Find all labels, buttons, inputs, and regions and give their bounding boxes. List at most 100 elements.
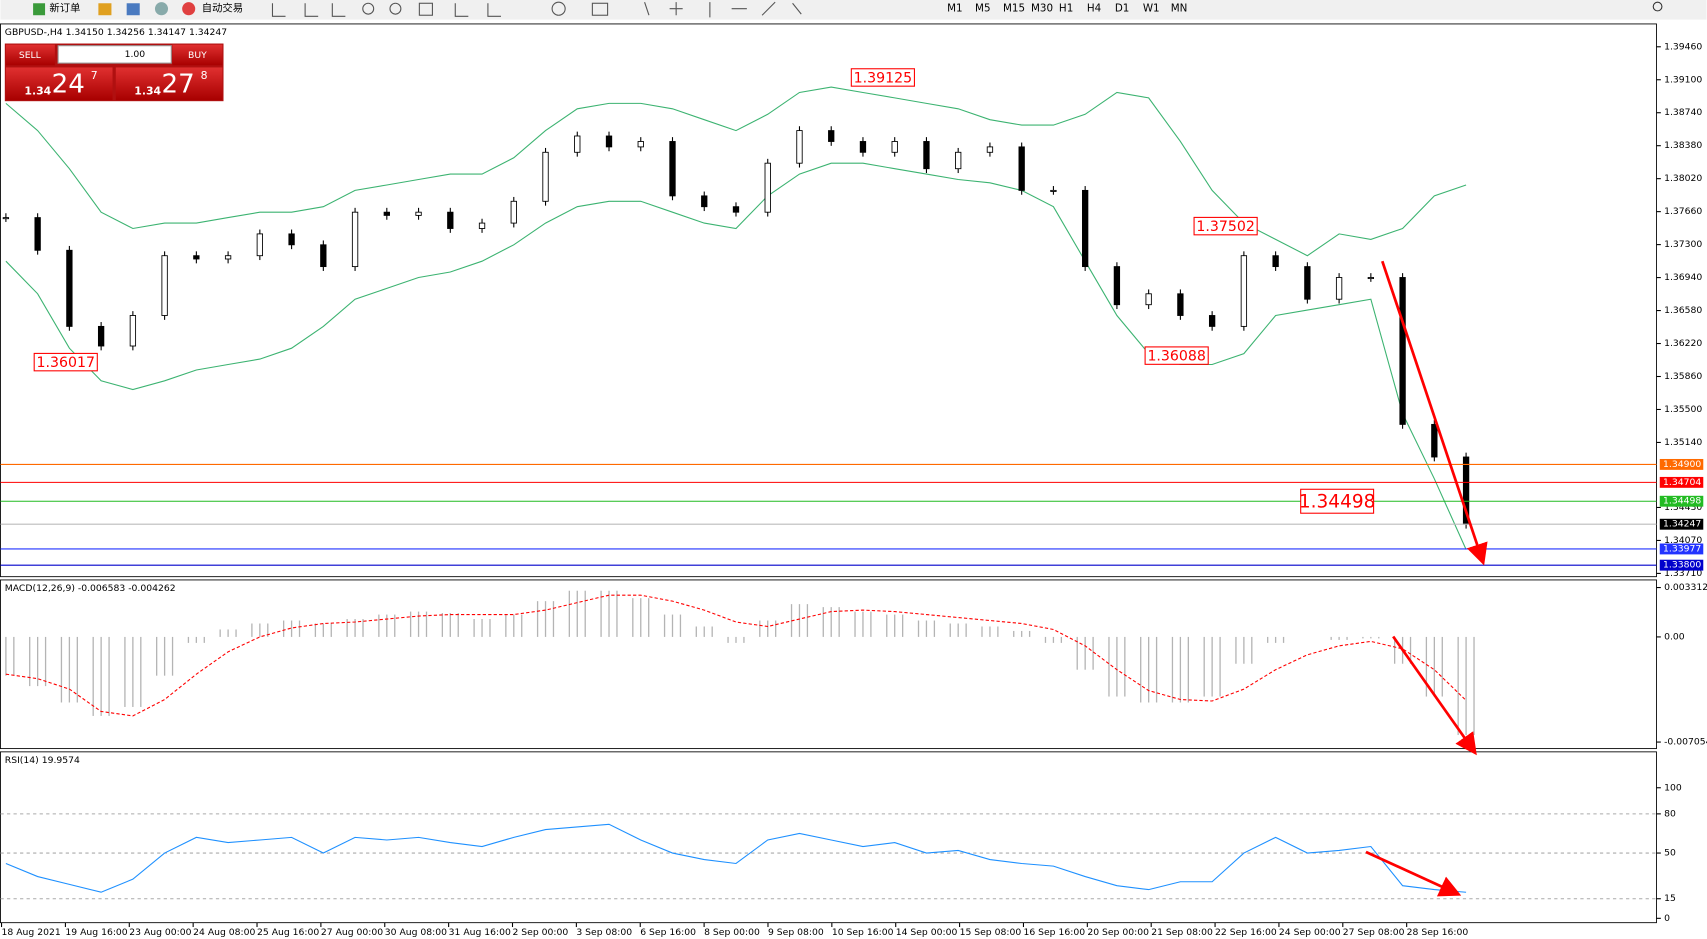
candle (891, 141, 898, 153)
candle (669, 141, 676, 197)
y-tick-label: 100 (1664, 782, 1682, 793)
candle (193, 255, 200, 260)
y-tick-label: 1.33710 (1664, 568, 1702, 579)
level-label: 1.34247 (1663, 519, 1701, 530)
x-tick-label: 23 Aug 00:00 (129, 927, 191, 938)
price-annotation: 1.39125 (854, 71, 912, 87)
buy-pips: 27 (161, 69, 194, 99)
x-tick-label: 24 Aug 08:00 (193, 927, 255, 938)
volume[interactable]: 1.00 (125, 49, 146, 60)
sell-big-figure: 1.34 (24, 84, 51, 97)
y-tick-label: 0.00 (1664, 631, 1685, 642)
level-label: 1.34498 (1663, 496, 1701, 507)
y-tick-label: 0.003312 (1664, 582, 1707, 593)
tool-icons[interactable] (271, 1, 802, 18)
y-tick-label: 1.38020 (1664, 173, 1702, 184)
x-tick-label: 30 Aug 08:00 (385, 927, 447, 938)
x-tick-label: 3 Sep 08:00 (576, 927, 632, 938)
level-tag (1659, 543, 1704, 555)
y-tick-label: -0.007054 (1664, 737, 1707, 748)
candle (637, 141, 644, 148)
candle (66, 249, 73, 327)
y-tick-label: 1.38380 (1664, 140, 1702, 151)
sell-button[interactable] (5, 44, 55, 66)
pane-header: RSI(14) 19.9574 (5, 755, 80, 766)
buy-fraction: 8 (201, 69, 208, 82)
candle (161, 255, 168, 316)
price-annotation-box (1144, 346, 1209, 365)
y-tick-label: 1.35140 (1664, 437, 1702, 448)
candle (1018, 146, 1025, 191)
timeframe[interactable]: MN (1171, 3, 1188, 15)
rsi-pane (0, 751, 1657, 924)
arrow (1392, 635, 1477, 756)
timeframe[interactable]: M30 (1031, 3, 1053, 15)
level-label: 1.34900 (1663, 459, 1701, 470)
new-order-icon[interactable] (33, 3, 46, 16)
candle (97, 325, 105, 347)
signal-line (5, 594, 1467, 717)
price-annotation-box (850, 68, 915, 87)
auto-trading[interactable]: 自动交易 (202, 2, 243, 15)
timeframe[interactable]: H1 (1059, 3, 1073, 15)
candle (1367, 277, 1375, 280)
price-annotation: 1.36017 (37, 355, 95, 371)
x-tick-label: 9 Sep 08:00 (768, 927, 824, 938)
y-tick-label: 1.37300 (1664, 239, 1702, 250)
x-tick-label: 14 Sep 00:00 (896, 927, 958, 938)
candle (796, 130, 803, 164)
volume-input[interactable] (57, 45, 172, 64)
timeframe[interactable]: M15 (1003, 3, 1025, 15)
icon[interactable] (126, 3, 140, 16)
timeframe[interactable]: M5 (975, 3, 990, 15)
toolbar-bg (0, 0, 1707, 20)
price-annotation: 1.34498 (1299, 491, 1375, 512)
y-tick-label: 1.36940 (1664, 272, 1702, 283)
candle (320, 244, 327, 268)
sell-price-box[interactable] (5, 67, 113, 101)
upper-line (5, 86, 1467, 257)
buy-button[interactable] (172, 44, 223, 66)
candle (1208, 315, 1216, 327)
x-tick-label: 20 Sep 00:00 (1087, 927, 1149, 938)
timeframe[interactable]: D1 (1115, 3, 1130, 15)
sell-fraction: 7 (91, 69, 98, 82)
rsi-line (5, 823, 1467, 893)
new-order[interactable]: 新订单 (49, 2, 80, 15)
trend-arrows (1365, 260, 1488, 897)
buy-label[interactable]: BUY (188, 50, 207, 61)
y-tick-label: 1.36220 (1664, 338, 1702, 349)
buy-price-box[interactable] (115, 67, 223, 101)
timeframe[interactable]: H4 (1087, 3, 1101, 15)
icon[interactable] (98, 3, 112, 16)
x-tick-label: 31 Aug 16:00 (449, 927, 511, 938)
level-tag (1659, 495, 1704, 507)
arrow (1365, 850, 1462, 897)
candle (764, 162, 771, 213)
search-icon[interactable] (1652, 1, 1663, 12)
auto-trading-icon[interactable] (182, 2, 196, 16)
price-annotation-box (1193, 216, 1258, 236)
candle (574, 135, 581, 153)
timeframe[interactable]: M1 (947, 3, 962, 15)
candle (2, 217, 10, 220)
candle (1082, 189, 1089, 268)
x-tick-label: 27 Sep 08:00 (1343, 927, 1405, 938)
x-tick-label: 21 Sep 08:00 (1151, 927, 1213, 938)
level-tag (1659, 458, 1704, 470)
price-annotation-box (33, 352, 98, 372)
level-label: 1.34704 (1663, 477, 1701, 488)
y-tick-label: 50 (1664, 848, 1676, 859)
candle (288, 233, 295, 246)
sell-label[interactable]: SELL (19, 50, 42, 61)
timeframe[interactable]: W1 (1143, 3, 1160, 15)
candle (351, 211, 359, 268)
lower-line (5, 162, 1467, 550)
icon[interactable] (154, 2, 169, 16)
level-label: 1.33800 (1663, 560, 1701, 571)
y-tick-label: 1.34070 (1664, 535, 1702, 546)
candle (701, 195, 708, 208)
main-pane (0, 23, 1657, 578)
x-tick-label: 10 Sep 16:00 (832, 927, 894, 938)
